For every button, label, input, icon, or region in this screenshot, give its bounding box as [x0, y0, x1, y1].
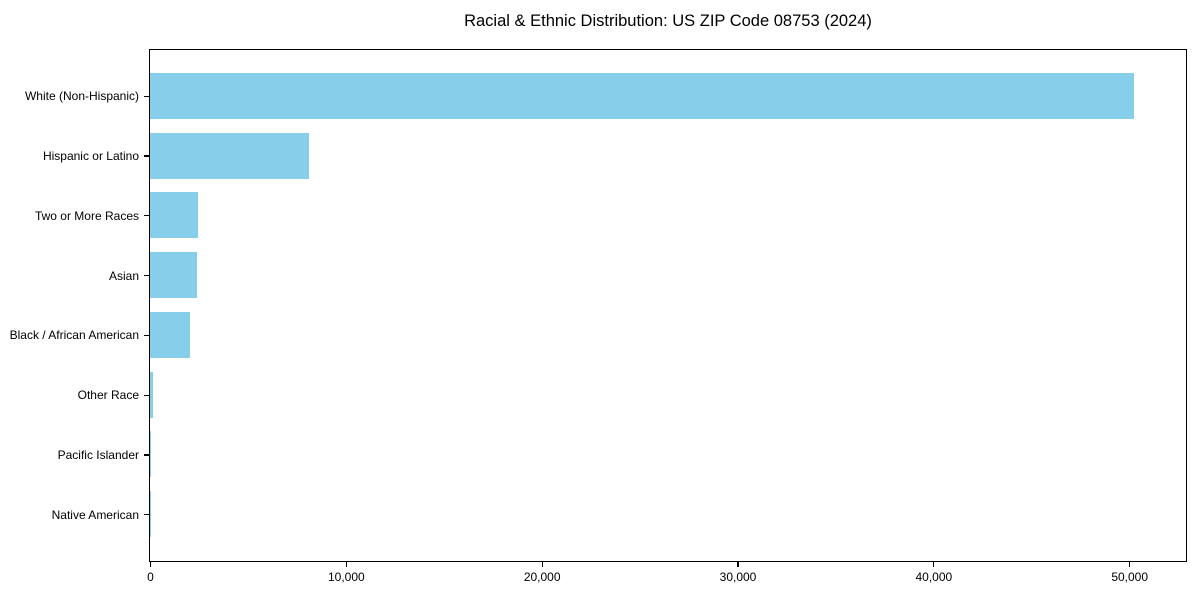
y-tick-mark	[144, 394, 149, 396]
y-axis-label: Black / African American	[9, 328, 139, 343]
y-tick-mark	[144, 95, 149, 97]
y-tick-mark	[144, 514, 149, 516]
y-tick-mark	[144, 275, 149, 277]
x-tick-label: 30,000	[719, 570, 757, 584]
x-tick-mark	[149, 562, 152, 567]
x-tick-mark	[737, 562, 739, 567]
y-axis-label: Asian	[108, 268, 139, 283]
chart-title: Racial & Ethnic Distribution: US ZIP Cod…	[464, 12, 872, 30]
y-axis-label: Native American	[51, 507, 139, 522]
x-tick-mark	[933, 562, 935, 567]
y-axis: White (Non-Hispanic) Hispanic or Latino Tw…	[0, 49, 149, 562]
x-tick-label: 40,000	[915, 570, 953, 584]
x-tick-mark	[541, 562, 543, 567]
x-tick-mark	[345, 562, 347, 567]
bar	[150, 132, 309, 179]
x-tick-label: 20,000	[523, 570, 561, 584]
bar	[150, 252, 197, 299]
y-axis-label: White (Non-Hispanic)	[24, 89, 139, 104]
x-tick-label: 10,000	[327, 570, 365, 584]
x-tick-label: 50,000	[1111, 570, 1149, 584]
x-tick-mark	[1129, 562, 1131, 567]
y-axis-label: Pacific Islander	[57, 447, 139, 462]
plot-area	[149, 49, 1187, 562]
y-axis-label: Two or More Races	[34, 208, 139, 223]
bar	[150, 72, 1134, 119]
bar	[150, 311, 190, 358]
y-axis-label: Hispanic or Latino	[42, 149, 139, 164]
x-tick-label: 0	[147, 570, 154, 584]
y-tick-mark	[144, 454, 149, 456]
bar	[150, 192, 198, 239]
y-axis-label: Other Race	[77, 388, 139, 403]
bar	[150, 431, 151, 478]
bar	[150, 371, 153, 418]
x-axis: 0 10,000 20,000 30,000 40,000 50,000	[147, 562, 1187, 600]
y-tick-mark	[144, 155, 149, 157]
y-tick-mark	[144, 334, 149, 336]
y-tick-mark	[144, 215, 149, 217]
